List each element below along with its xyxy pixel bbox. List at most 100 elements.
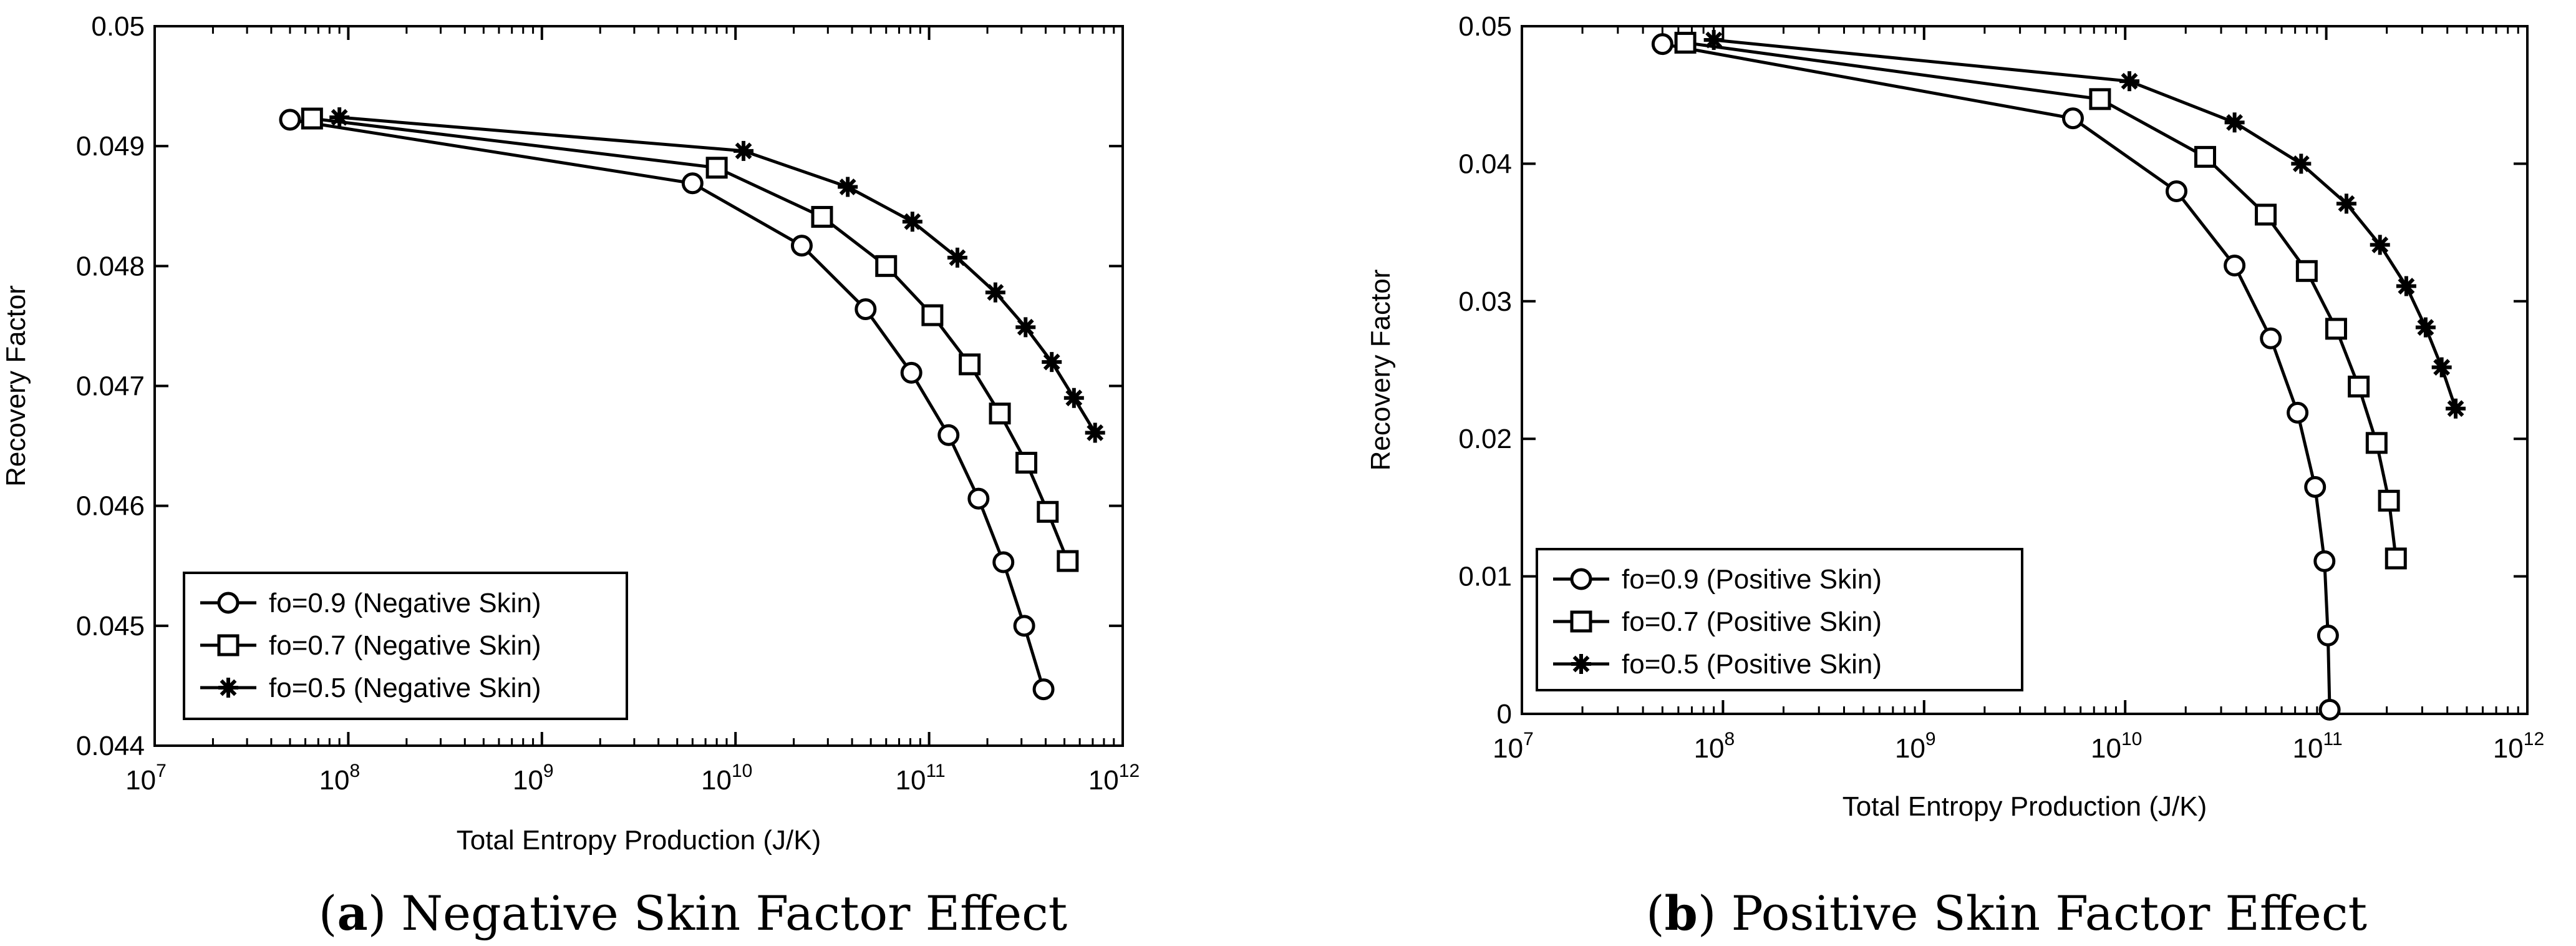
legend-label: fo=0.7 (Positive Skin)	[1622, 607, 1882, 637]
data-point	[2119, 71, 2140, 92]
data-point	[947, 247, 967, 268]
x-tick-label: 109	[1895, 729, 1936, 764]
legend-marker-star	[218, 678, 238, 698]
data-point	[2260, 327, 2282, 349]
data-point	[2415, 317, 2436, 338]
data-point	[2224, 112, 2245, 133]
data-point	[329, 107, 350, 128]
x-tick-label: 107	[125, 761, 167, 796]
data-point	[1703, 30, 1724, 51]
legend-marker-star	[1571, 654, 1591, 674]
legend: fo=0.9 (Positive Skin) fo=0.7 (Positive S…	[1536, 548, 2023, 691]
y-tick-label: 0.048	[76, 251, 145, 281]
x-tick-base: 10	[2493, 733, 2524, 764]
series-square	[1674, 31, 2407, 570]
data-point	[2431, 357, 2452, 378]
caption-close-paren: )	[368, 885, 387, 941]
x-tick-base: 10	[1493, 733, 1523, 764]
data-point	[2378, 489, 2400, 512]
data-point	[1057, 550, 1079, 572]
data-point	[959, 353, 981, 376]
series-star	[1703, 30, 2466, 419]
data-point	[2348, 375, 2370, 397]
x-tick-label: 109	[513, 761, 554, 796]
x-axis-label: Total Entropy Production (J/K)	[1842, 791, 2207, 822]
panel-caption: (a) Negative Skin Factor Effect	[319, 885, 1067, 941]
caption-open-paren: (	[319, 885, 337, 941]
data-point	[1042, 352, 1062, 373]
data-point	[2089, 88, 2111, 110]
x-axis-ticks	[1521, 26, 2529, 714]
y-tick-label: 0.047	[76, 371, 145, 402]
data-point	[2336, 193, 2356, 214]
data-point	[2396, 276, 2416, 296]
series-line	[1713, 38, 2457, 409]
legend-label: fo=0.9 (Negative Skin)	[269, 588, 541, 618]
legend-label: fo=0.5 (Negative Skin)	[269, 673, 541, 703]
data-point	[811, 206, 833, 228]
data-point	[838, 177, 858, 197]
data-point	[790, 235, 813, 257]
x-tick-exponent: 11	[2323, 729, 2342, 749]
data-point	[1037, 500, 1059, 523]
data-point	[985, 282, 1005, 303]
caption-close-paren: )	[1698, 885, 1717, 941]
legend-box	[183, 572, 628, 720]
caption-open-paren: (	[1646, 885, 1665, 941]
x-tick-base: 10	[1895, 733, 1925, 764]
legend-label: fo=0.7 (Negative Skin)	[269, 630, 541, 661]
x-tick-base: 10	[1694, 733, 1725, 764]
panel-caption: (b) Positive Skin Factor Effect	[1646, 885, 2367, 941]
x-tick-base: 10	[319, 765, 350, 796]
x-tick-exponent: 7	[1523, 729, 1534, 749]
y-tick-label: 0.05	[91, 11, 145, 42]
x-tick-label: 1012	[1088, 761, 1140, 796]
data-point	[900, 361, 922, 384]
x-tick-base: 10	[701, 765, 732, 796]
y-tick-label: 0.045	[76, 611, 145, 641]
y-tick-label: 0.04	[1458, 149, 1512, 179]
data-point	[1674, 31, 1697, 54]
data-point	[902, 212, 922, 232]
data-point	[921, 304, 944, 326]
data-point	[1085, 422, 1105, 443]
y-axis-label: Recovery Factor	[1, 285, 31, 487]
data-point	[301, 107, 323, 130]
data-point	[2295, 260, 2318, 282]
legend-marker-square	[217, 634, 240, 656]
data-point	[2313, 550, 2336, 572]
x-axis-label: Total Entropy Production (J/K)	[457, 825, 821, 856]
x-tick-base: 10	[513, 765, 543, 796]
data-point	[992, 551, 1015, 573]
chart-panel-b: 107 108 109 1010 1011 101200.010.020.030.040.…	[1365, 11, 2544, 941]
data-point	[681, 172, 704, 195]
data-point	[2224, 254, 2246, 276]
series-line	[1662, 42, 2331, 710]
data-point	[279, 109, 301, 131]
series-circle	[279, 109, 1055, 701]
x-axis-ticks	[153, 26, 1124, 746]
x-tick-base: 10	[125, 765, 156, 796]
x-tick-exponent: 8	[1725, 729, 1735, 749]
caption-text: Positive Skin Factor Effect	[1716, 885, 2367, 941]
series-square	[301, 107, 1079, 572]
series-line	[339, 115, 1097, 434]
data-point	[1013, 615, 1035, 637]
x-tick-label: 108	[1694, 729, 1735, 764]
data-point	[2385, 547, 2407, 570]
data-point	[937, 424, 960, 446]
data-point	[734, 140, 754, 161]
x-tick-label: 1011	[2293, 729, 2343, 764]
legend-label: fo=0.5 (Positive Skin)	[1622, 649, 1882, 680]
caption-letter: a	[337, 885, 367, 941]
data-point	[1015, 317, 1036, 338]
x-tick-exponent: 10	[2121, 729, 2142, 749]
y-tick-label: 0.044	[76, 731, 145, 761]
data-point	[1651, 33, 1673, 56]
y-tick-label: 0.02	[1458, 424, 1512, 454]
data-point	[2304, 475, 2327, 498]
data-point	[2365, 432, 2388, 454]
x-tick-exponent: 12	[1119, 761, 1140, 781]
x-tick-exponent: 9	[1925, 729, 1936, 749]
data-point	[2194, 145, 2216, 168]
